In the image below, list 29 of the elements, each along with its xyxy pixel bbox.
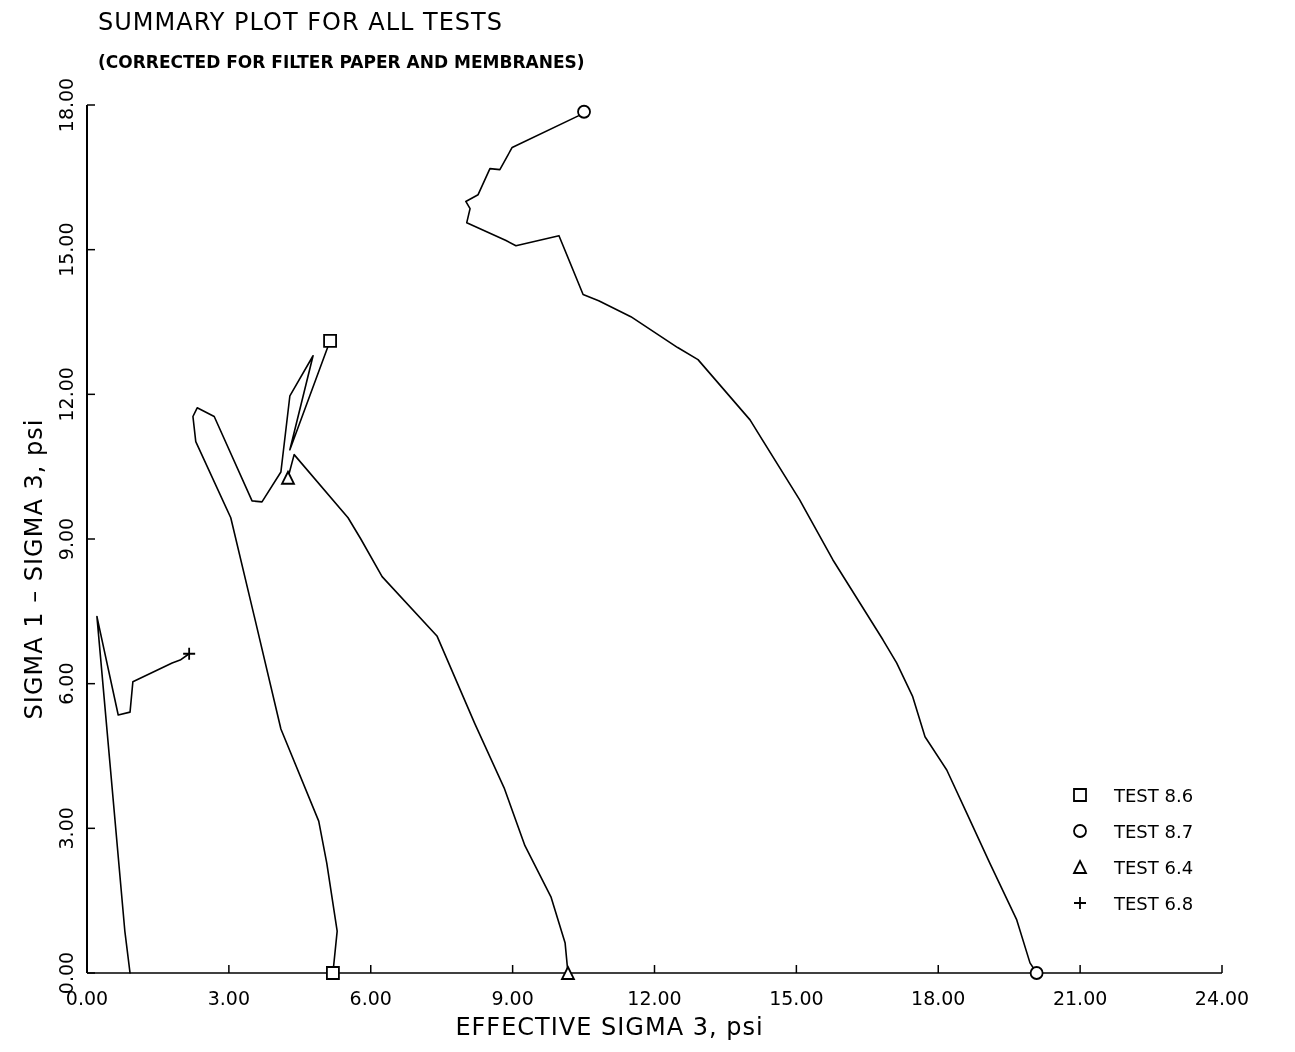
point: [323, 333, 337, 348]
point: [326, 966, 340, 980]
x-tick-label: 24.00: [1194, 987, 1250, 1009]
x-tick-label: 12.00: [627, 987, 682, 1009]
legend-label: TEST 8.6: [1113, 785, 1194, 806]
point: [182, 646, 197, 661]
y-tick-label: 18.00: [55, 77, 77, 133]
point: [281, 470, 295, 485]
y-tick-label: 9.00: [55, 517, 77, 561]
chart-title: SUMMARY PLOT FOR ALL TESTS: [98, 8, 503, 36]
legend-label: TEST 8.7: [1113, 821, 1194, 842]
y-tick-label: 3.00: [55, 807, 77, 850]
y-tick-label: 12.00: [55, 367, 77, 422]
legend-label: TEST 6.8: [1113, 893, 1194, 914]
chart-subtitle: (CORRECTED FOR FILTER PAPER AND MEMBRANES): [98, 52, 585, 72]
point: [1029, 966, 1044, 980]
y-tick-label: 6.00: [55, 662, 77, 705]
y-tick-label: 15.00: [55, 222, 77, 277]
x-tick-label: 21.00: [1052, 987, 1108, 1009]
legend-label: TEST 6.4: [1113, 857, 1194, 878]
point: [577, 104, 591, 119]
point: [561, 966, 575, 980]
x-tick-label: 6.00: [349, 987, 392, 1009]
x-tick-label: 15.00: [769, 987, 824, 1009]
x-tick-label: 3.00: [207, 987, 251, 1009]
x-tick-label: 18.00: [911, 987, 966, 1009]
y-axis-title: SIGMA 1 – SIGMA 3, psi: [20, 418, 48, 720]
x-axis-title: EFFECTIVE SIGMA 3, psi: [455, 1013, 764, 1041]
x-tick-label: 9.00: [491, 987, 534, 1009]
